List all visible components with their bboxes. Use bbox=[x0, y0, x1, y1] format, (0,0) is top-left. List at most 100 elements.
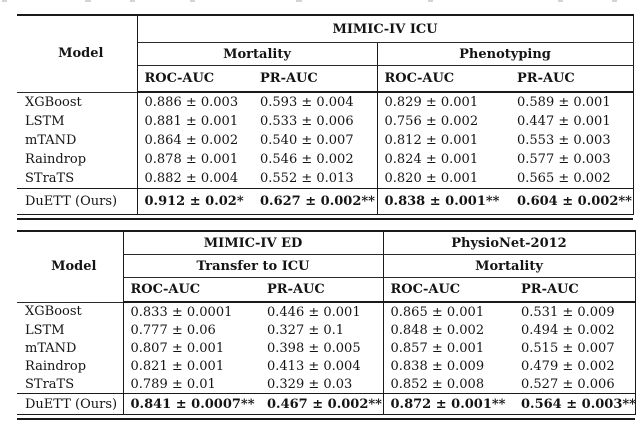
metric-value-cell: 0.878 ± 0.001 bbox=[144, 152, 239, 167]
metric-value-cell: 0.494 ± 0.002 bbox=[514, 321, 636, 339]
metric-header-roc-auc: ROC-AUC bbox=[382, 277, 514, 303]
metric-value-cell: 0.540 ± 0.007 bbox=[260, 133, 354, 148]
metric-value-cell: 0.398 ± 0.005 bbox=[267, 340, 361, 356]
table-row: mTAND 0.807 ± 0.001 0.398 ± 0.005 0.857 … bbox=[17, 339, 636, 357]
highlight-row-duett: DuETT (Ours) 0.912 ± 0.02* 0.627 ± 0.002… bbox=[17, 188, 634, 215]
cropped-caption-fragment bbox=[190, 0, 195, 2]
task-header-mortality: Mortality bbox=[137, 42, 377, 66]
metric-header-pr-auc: PR-AUC bbox=[514, 277, 636, 303]
metric-value-cell: 0.881 ± 0.001 bbox=[144, 114, 239, 129]
metric-value-cell: 0.777 ± 0.06 bbox=[130, 322, 216, 338]
metric-value-cell: 0.604 ± 0.002** bbox=[510, 188, 634, 215]
table-row: mTAND 0.864 ± 0.002 0.540 ± 0.007 0.812 … bbox=[17, 131, 634, 150]
model-column-header: Model bbox=[17, 15, 138, 93]
results-table-mimic-iv-icu: Model MIMIC-IV ICU Mortality Phenotyping… bbox=[17, 14, 634, 220]
metric-value-cell: 0.838 ± 0.009 bbox=[382, 357, 514, 375]
metric-value-cell: 0.865 ± 0.001 bbox=[382, 302, 514, 321]
table-bottom-rule bbox=[17, 418, 635, 420]
metric-value-cell: 0.527 ± 0.006 bbox=[514, 375, 636, 394]
metric-value-cell: 0.912 ± 0.02* bbox=[137, 188, 253, 215]
table-mimic-ed-physionet: Model MIMIC-IV ED PhysioNet-2012 Transfe… bbox=[17, 230, 636, 415]
metric-header-pr-auc: PR-AUC bbox=[510, 65, 634, 93]
highlight-row-duett: DuETT (Ours) 0.841 ± 0.0007** 0.467 ± 0.… bbox=[17, 393, 636, 415]
table-mimic-iv-icu: Model MIMIC-IV ICU Mortality Phenotyping… bbox=[17, 14, 634, 215]
metric-header-pr-auc: PR-AUC bbox=[260, 277, 383, 303]
metric-value-cell: 0.553 ± 0.003 bbox=[510, 131, 634, 150]
metric-value-cell: 0.872 ± 0.001** bbox=[382, 393, 514, 415]
metric-value-cell: 0.820 ± 0.001 bbox=[376, 169, 510, 189]
cropped-caption-fragment bbox=[85, 0, 91, 2]
metric-header-roc-auc: ROC-AUC bbox=[137, 65, 253, 93]
metric-value-cell: 0.829 ± 0.001 bbox=[376, 92, 510, 112]
metric-value-cell: 0.552 ± 0.013 bbox=[260, 171, 354, 186]
metric-header-roc-auc: ROC-AUC bbox=[123, 277, 260, 303]
model-name-cell: Raindrop bbox=[17, 150, 138, 169]
metric-value-cell: 0.577 ± 0.003 bbox=[510, 150, 634, 169]
metric-value-cell: 0.533 ± 0.006 bbox=[260, 114, 354, 129]
table-row: STraTS 0.882 ± 0.004 0.552 ± 0.013 0.820… bbox=[17, 169, 634, 189]
cropped-caption-fragment bbox=[428, 0, 433, 2]
dataset-header-mimic-iv-ed: MIMIC-IV ED bbox=[123, 231, 383, 255]
dataset-header-physionet-2012: PhysioNet-2012 bbox=[382, 231, 636, 255]
metric-value-cell: 0.467 ± 0.002** bbox=[260, 393, 383, 415]
cropped-caption-fragment bbox=[296, 0, 302, 2]
model-name-cell: STraTS bbox=[17, 169, 138, 189]
metric-value-cell: 0.413 ± 0.004 bbox=[267, 358, 361, 374]
metric-value-cell: 0.546 ± 0.002 bbox=[260, 152, 354, 167]
table-row: Raindrop 0.878 ± 0.001 0.546 ± 0.002 0.8… bbox=[17, 150, 634, 169]
metric-value-cell: 0.838 ± 0.001** bbox=[376, 188, 510, 215]
cropped-caption-fragment bbox=[130, 0, 135, 2]
metric-value-cell: 0.841 ± 0.0007** bbox=[123, 393, 260, 415]
model-name-cell: DuETT (Ours) bbox=[17, 393, 124, 415]
metric-value-cell: 0.886 ± 0.003 bbox=[144, 95, 239, 110]
metric-value-cell: 0.789 ± 0.01 bbox=[130, 376, 216, 392]
metric-value-cell: 0.565 ± 0.002 bbox=[510, 169, 634, 189]
model-name-cell: mTAND bbox=[17, 131, 138, 150]
metric-value-cell: 0.756 ± 0.002 bbox=[376, 112, 510, 131]
task-header-phenotyping: Phenotyping bbox=[376, 42, 634, 66]
model-name-cell: XGBoost bbox=[17, 302, 124, 321]
table-row: XGBoost 0.833 ± 0.0001 0.446 ± 0.001 0.8… bbox=[17, 302, 636, 321]
model-name-cell: Raindrop bbox=[17, 357, 124, 375]
model-name-cell: DuETT (Ours) bbox=[17, 188, 138, 215]
metric-value-cell: 0.593 ± 0.004 bbox=[260, 95, 354, 110]
cropped-caption-fragment bbox=[612, 0, 617, 2]
metric-value-cell: 0.329 ± 0.03 bbox=[267, 376, 353, 392]
metric-header-roc-auc: ROC-AUC bbox=[376, 65, 510, 93]
metric-value-cell: 0.327 ± 0.1 bbox=[267, 322, 345, 338]
table-bottom-rule bbox=[17, 218, 633, 220]
metric-value-cell: 0.807 ± 0.001 bbox=[130, 340, 225, 356]
cropped-caption-fragment bbox=[558, 0, 563, 2]
metric-value-cell: 0.824 ± 0.001 bbox=[376, 150, 510, 169]
task-header-transfer-to-icu: Transfer to ICU bbox=[123, 254, 383, 278]
metric-value-cell: 0.864 ± 0.002 bbox=[144, 133, 239, 148]
metric-value-cell: 0.852 ± 0.008 bbox=[382, 375, 514, 394]
model-column-header: Model bbox=[17, 231, 124, 303]
table-row: LSTM 0.881 ± 0.001 0.533 ± 0.006 0.756 ±… bbox=[17, 112, 634, 131]
metric-value-cell: 0.833 ± 0.0001 bbox=[130, 304, 233, 320]
metric-value-cell: 0.627 ± 0.002** bbox=[253, 188, 377, 215]
metric-value-cell: 0.531 ± 0.009 bbox=[514, 302, 636, 321]
cropped-caption-fragment bbox=[2, 0, 7, 2]
metric-value-cell: 0.821 ± 0.001 bbox=[130, 358, 225, 374]
metric-header-pr-auc: PR-AUC bbox=[253, 65, 377, 93]
model-name-cell: LSTM bbox=[17, 112, 138, 131]
metric-value-cell: 0.857 ± 0.001 bbox=[382, 339, 514, 357]
metric-value-cell: 0.515 ± 0.007 bbox=[514, 339, 636, 357]
task-header-mortality: Mortality bbox=[382, 254, 636, 278]
table-row: STraTS 0.789 ± 0.01 0.329 ± 0.03 0.852 ±… bbox=[17, 375, 636, 394]
table-row: XGBoost 0.886 ± 0.003 0.593 ± 0.004 0.82… bbox=[17, 92, 634, 112]
table-row: Raindrop 0.821 ± 0.001 0.413 ± 0.004 0.8… bbox=[17, 357, 636, 375]
results-table-mimic-ed-physionet: Model MIMIC-IV ED PhysioNet-2012 Transfe… bbox=[17, 230, 636, 420]
dataset-header-mimic-iv-icu: MIMIC-IV ICU bbox=[137, 15, 634, 43]
table-row: LSTM 0.777 ± 0.06 0.327 ± 0.1 0.848 ± 0.… bbox=[17, 321, 636, 339]
model-name-cell: mTAND bbox=[17, 339, 124, 357]
metric-value-cell: 0.446 ± 0.001 bbox=[267, 304, 361, 320]
metric-value-cell: 0.564 ± 0.003** bbox=[514, 393, 636, 415]
model-name-cell: STraTS bbox=[17, 375, 124, 394]
metric-value-cell: 0.589 ± 0.001 bbox=[510, 92, 634, 112]
metric-value-cell: 0.447 ± 0.001 bbox=[510, 112, 634, 131]
metric-value-cell: 0.848 ± 0.002 bbox=[382, 321, 514, 339]
metric-value-cell: 0.812 ± 0.001 bbox=[376, 131, 510, 150]
model-name-cell: LSTM bbox=[17, 321, 124, 339]
